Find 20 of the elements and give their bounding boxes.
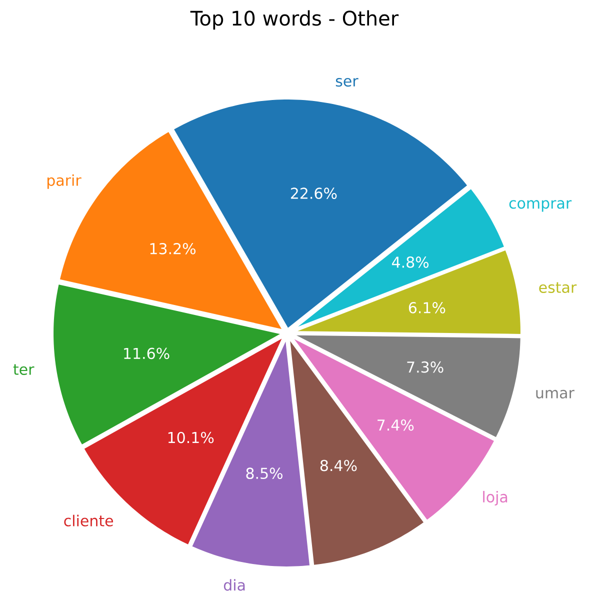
- data-label: 8.4%: [320, 460, 357, 472]
- data-label: 10.1%: [168, 432, 214, 444]
- data-label: 8.5%: [246, 468, 282, 480]
- slice-label: umar: [536, 390, 574, 399]
- chart-title: Top 10 words - Other: [190, 10, 399, 30]
- data-label: 7.3%: [407, 361, 444, 373]
- slice-label: cliente: [64, 514, 114, 526]
- slice-label: dia: [224, 579, 245, 591]
- slice-label: loja: [483, 490, 508, 506]
- data-label: 6.1%: [408, 302, 446, 314]
- data-label: 7.4%: [378, 419, 414, 431]
- data-label: 13.2%: [150, 242, 196, 254]
- data-label: 22.6%: [290, 188, 337, 199]
- data-label: 4.8%: [392, 256, 429, 268]
- slice-label: ter: [13, 364, 34, 376]
- data-label: 11.6%: [124, 348, 170, 360]
- slice-label: ser: [336, 78, 358, 87]
- slice-label: comprar: [509, 200, 572, 212]
- slice-label: parir: [47, 174, 82, 189]
- slice-label: estar: [539, 282, 577, 293]
